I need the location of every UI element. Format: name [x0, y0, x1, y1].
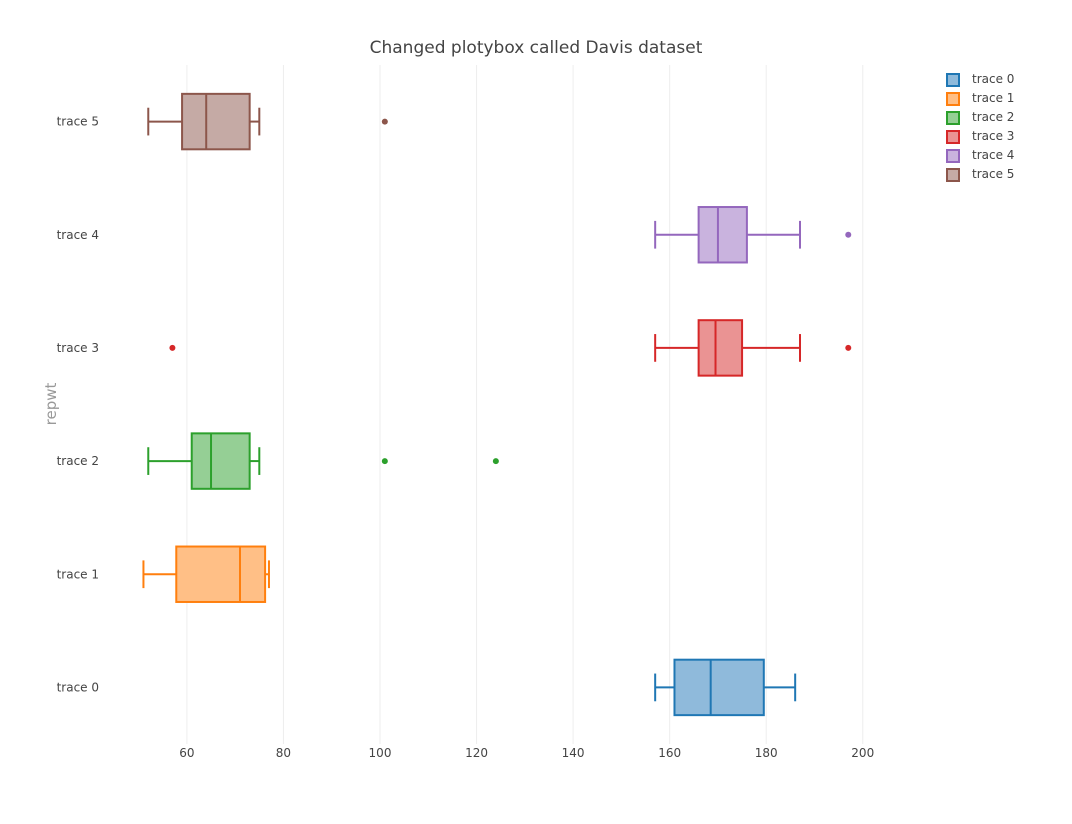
boxes — [142, 92, 852, 717]
outlier-point — [381, 458, 388, 465]
y-tick-label: trace 5 — [57, 115, 99, 129]
box-iqr — [697, 319, 744, 377]
legend-label: trace 2 — [972, 110, 1015, 124]
y-axis-title: repwt — [42, 383, 60, 426]
x-tick-label: 120 — [465, 746, 488, 760]
outlier-point — [845, 231, 852, 238]
box-trace-5 — [147, 92, 388, 151]
legend-swatch — [946, 92, 960, 106]
y-tick-label: trace 1 — [57, 567, 99, 581]
y-tick-label: trace 0 — [57, 680, 99, 694]
legend-item[interactable]: trace 5 — [944, 165, 1054, 184]
x-tick-label: 200 — [851, 746, 874, 760]
y-tick-label: trace 2 — [57, 454, 99, 468]
box-iqr — [697, 206, 748, 264]
outlier-point — [169, 344, 176, 351]
legend-label: trace 1 — [972, 91, 1015, 105]
x-tick-label: 140 — [562, 746, 585, 760]
y-tick-label: trace 3 — [57, 341, 99, 355]
legend-swatch — [946, 73, 960, 87]
legend-item[interactable]: trace 1 — [944, 89, 1054, 108]
legend-label: trace 0 — [972, 72, 1015, 86]
legend-swatch — [946, 130, 960, 144]
x-tick-label: 180 — [755, 746, 778, 760]
legend-item[interactable]: trace 3 — [944, 127, 1054, 146]
box-trace-0 — [654, 658, 797, 717]
x-axis-ticks: 60 80 100 120 140 160 180 200 — [179, 746, 874, 760]
legend-label: trace 5 — [972, 167, 1015, 181]
box-trace-3 — [169, 319, 852, 377]
outlier-point — [845, 344, 852, 351]
y-axis-ticks: trace 0 trace 1 trace 2 trace 3 trace 4 trace… — [57, 115, 99, 695]
legend-label: trace 3 — [972, 129, 1015, 143]
outlier-point — [492, 458, 499, 465]
legend-item[interactable]: trace 2 — [944, 108, 1054, 127]
legend-swatch — [946, 111, 960, 125]
legend-swatch — [946, 168, 960, 182]
x-tick-label: 60 — [179, 746, 194, 760]
legend-label: trace 4 — [972, 148, 1015, 162]
box-iqr — [190, 432, 251, 490]
gridlines — [186, 65, 864, 744]
legend: trace 0 trace 1 trace 2 trace 3 trace 4 trace… — [944, 70, 1054, 184]
box-iqr — [673, 658, 765, 717]
legend-item[interactable]: trace 4 — [944, 146, 1054, 165]
chart-title: Changed plotybox called Davis dataset — [370, 38, 703, 58]
box-iqr — [181, 92, 251, 151]
legend-item[interactable]: trace 0 — [944, 70, 1054, 89]
box-trace-4 — [654, 206, 852, 264]
x-tick-label: 100 — [369, 746, 392, 760]
box-iqr — [175, 545, 267, 603]
x-tick-label: 80 — [276, 746, 291, 760]
box-trace-2 — [147, 432, 499, 490]
outlier-point — [381, 118, 388, 125]
y-tick-label: trace 4 — [57, 228, 99, 242]
box-trace-1 — [142, 545, 270, 603]
x-tick-label: 160 — [658, 746, 681, 760]
legend-swatch — [946, 149, 960, 163]
